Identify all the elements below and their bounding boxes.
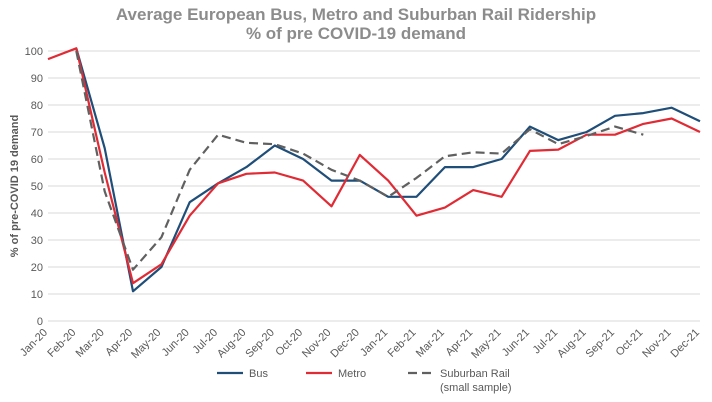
y-tick-label: 20 bbox=[31, 262, 43, 274]
y-tick-label: 30 bbox=[31, 235, 43, 247]
x-tick-label: Aug-21 bbox=[555, 327, 589, 361]
x-tick-label: May-21 bbox=[469, 327, 503, 361]
x-tick-label: Jun-21 bbox=[500, 327, 532, 359]
series-line-bus bbox=[75, 47, 701, 293]
y-tick-label: 10 bbox=[31, 289, 43, 301]
legend: Bus Metro Suburban Rail (small sample) bbox=[217, 368, 512, 394]
y-tick-label: 90 bbox=[31, 73, 43, 85]
x-tick-label: Mar-21 bbox=[414, 327, 447, 360]
y-tick-label: 50 bbox=[31, 181, 43, 193]
x-tick-label: Oct-20 bbox=[273, 327, 305, 359]
x-tick-label: Feb-21 bbox=[386, 327, 419, 360]
x-tick-label: Sep-20 bbox=[243, 327, 277, 361]
y-tick-label: 40 bbox=[31, 208, 43, 220]
x-tick-label: Feb-20 bbox=[45, 327, 78, 360]
x-tick-label: Jun-20 bbox=[160, 327, 192, 359]
series-line-metro bbox=[47, 47, 701, 285]
x-tick-label: Nov-20 bbox=[300, 327, 334, 361]
x-tick-label: Jan-20 bbox=[18, 327, 50, 359]
x-tick-label: Jan-21 bbox=[358, 327, 390, 359]
legend-label: Metro bbox=[338, 368, 366, 380]
chart-subtitle: % of pre COVID-19 demand bbox=[246, 24, 466, 43]
chart-title: Average European Bus, Metro and Suburban… bbox=[116, 5, 596, 24]
y-tick-label: 0 bbox=[37, 316, 43, 328]
series-line-suburban-rail bbox=[75, 50, 644, 271]
y-tick-label: 70 bbox=[31, 127, 43, 139]
x-tick-label: Dec-20 bbox=[328, 327, 362, 361]
x-tick-label: Sep-21 bbox=[584, 327, 618, 361]
x-tick-label: Oct-21 bbox=[614, 327, 646, 359]
x-tick-label: Dec-21 bbox=[669, 327, 703, 361]
legend-label: Suburban Rail bbox=[440, 368, 510, 380]
series-lines bbox=[47, 47, 701, 293]
x-tick-label: Nov-21 bbox=[640, 327, 674, 361]
x-tick-label: Mar-20 bbox=[74, 327, 107, 360]
legend-label: Bus bbox=[249, 368, 268, 380]
y-tick-label: 60 bbox=[31, 154, 43, 166]
legend-label-note: (small sample) bbox=[440, 382, 512, 394]
y-tick-labels: 0 10 20 30 40 50 60 70 80 90 100 bbox=[25, 46, 43, 328]
y-tick-label: 100 bbox=[25, 46, 43, 58]
y-axis-label: % of pre-COVID 19 demand bbox=[9, 115, 21, 257]
x-tick-labels: Jan-20Feb-20Mar-20Apr-20May-20Jun-20Jul-… bbox=[18, 327, 702, 361]
x-tick-label: Aug-20 bbox=[215, 327, 249, 361]
x-tick-label: May-20 bbox=[129, 327, 163, 361]
y-tick-label: 80 bbox=[31, 100, 43, 112]
